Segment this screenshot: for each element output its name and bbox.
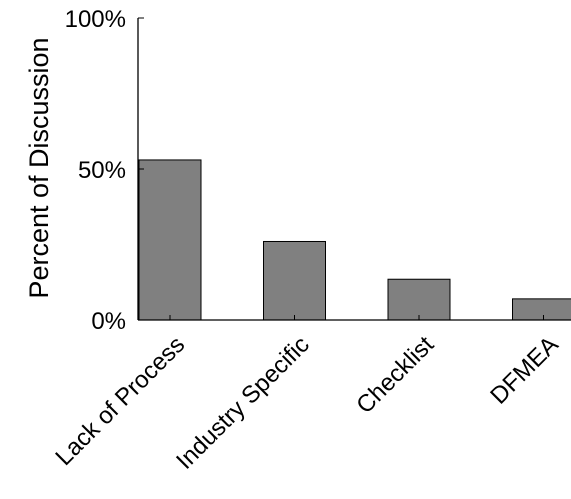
bars-group <box>138 159 571 321</box>
y-tick-label: 100% <box>65 6 126 33</box>
x-category-label: Checklist <box>351 331 439 419</box>
bar-lack-of-process <box>138 159 202 321</box>
bar-dfmea <box>512 298 571 321</box>
y-tick-label: 0% <box>91 308 126 335</box>
y-tick-label: 50% <box>78 157 126 184</box>
x-category-label: DFMEA <box>485 331 563 409</box>
y-ticks-group: 0% 50% 100% <box>65 6 144 335</box>
x-category-label: Lack of Process <box>50 331 190 471</box>
y-axis-title: Percent of Discussion <box>24 37 54 298</box>
bar-industry-specific <box>263 240 326 321</box>
x-category-label: Industry Specific <box>171 331 315 475</box>
bar-checklist <box>387 278 451 321</box>
